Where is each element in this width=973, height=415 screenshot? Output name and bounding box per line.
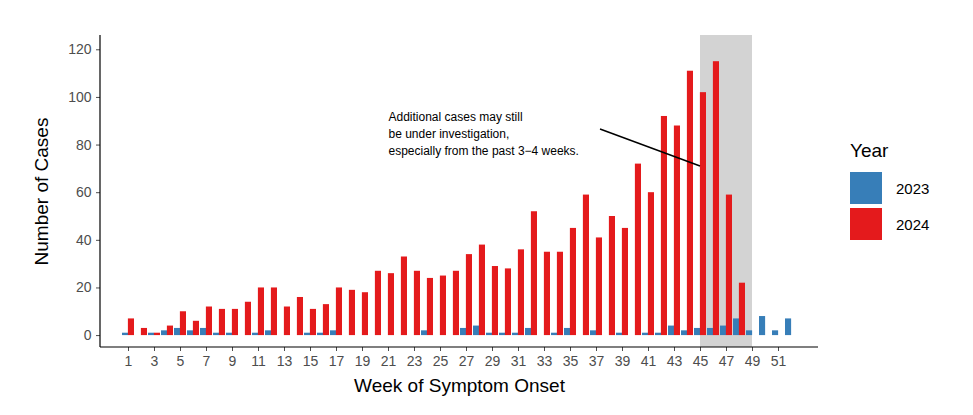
svg-text:100: 100 <box>68 89 92 105</box>
svg-text:29: 29 <box>485 353 501 369</box>
svg-text:Week of Symptom Onset: Week of Symptom Onset <box>354 375 566 396</box>
svg-text:15: 15 <box>303 353 319 369</box>
svg-text:11: 11 <box>251 353 266 369</box>
svg-text:20: 20 <box>76 279 92 295</box>
svg-text:37: 37 <box>589 353 605 369</box>
svg-text:51: 51 <box>771 353 787 369</box>
svg-text:5: 5 <box>177 353 185 369</box>
svg-text:Additional cases may stillbe u: Additional cases may stillbe under inves… <box>389 110 579 159</box>
svg-text:23: 23 <box>407 353 423 369</box>
svg-text:3: 3 <box>151 353 159 369</box>
svg-text:21: 21 <box>381 353 397 369</box>
svg-text:1: 1 <box>125 353 133 369</box>
svg-text:80: 80 <box>76 137 92 153</box>
svg-text:33: 33 <box>537 353 553 369</box>
svg-text:7: 7 <box>203 353 211 369</box>
svg-text:120: 120 <box>68 41 92 57</box>
svg-text:39: 39 <box>615 353 631 369</box>
svg-text:27: 27 <box>459 353 475 369</box>
svg-text:9: 9 <box>229 353 237 369</box>
svg-text:49: 49 <box>745 353 761 369</box>
html-text:2024: 2024 <box>896 215 930 233</box>
svg-text:47: 47 <box>719 353 735 369</box>
svg-text:19: 19 <box>355 353 371 369</box>
svg-text:45: 45 <box>693 353 709 369</box>
html-text:2023: 2023 <box>896 179 930 197</box>
svg-text:60: 60 <box>76 184 92 200</box>
svg-text:35: 35 <box>563 353 579 369</box>
svg-text:25: 25 <box>433 353 449 369</box>
svg-text:13: 13 <box>277 353 293 369</box>
html-text:Year: Year <box>850 140 889 161</box>
svg-text:31: 31 <box>511 353 527 369</box>
svg-text:40: 40 <box>76 232 92 248</box>
svg-text:17: 17 <box>329 353 345 369</box>
svg-text:41: 41 <box>641 353 657 369</box>
svg-text:Number of Cases: Number of Cases <box>31 118 52 266</box>
svg-text:43: 43 <box>667 353 683 369</box>
svg-text:0: 0 <box>84 327 92 343</box>
